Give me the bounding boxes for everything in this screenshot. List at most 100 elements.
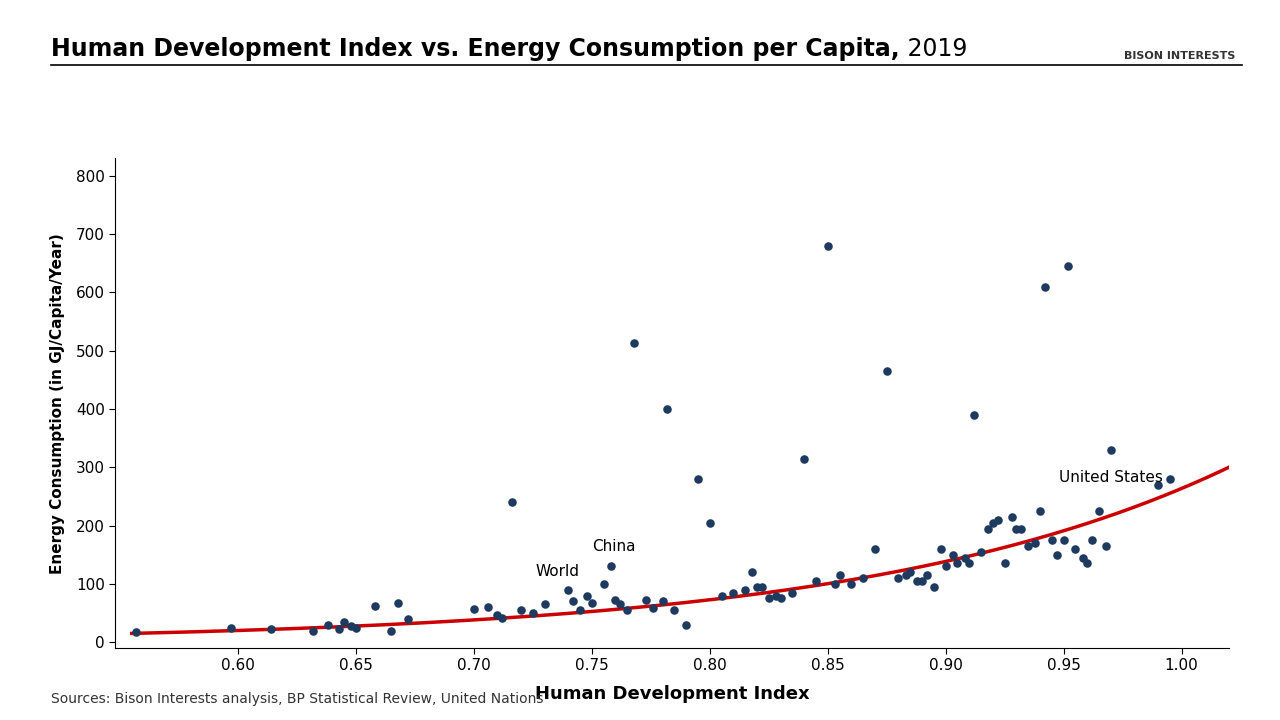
Point	[931, 543, 951, 554]
Point	[877, 365, 897, 377]
Point	[1042, 534, 1062, 546]
Point	[1073, 552, 1093, 564]
Point	[388, 597, 408, 608]
Point	[782, 587, 803, 598]
Point	[794, 453, 814, 464]
Point	[1001, 511, 1021, 523]
Point	[477, 601, 498, 613]
Point	[687, 473, 708, 485]
Point	[824, 578, 845, 590]
Point	[365, 600, 385, 612]
Point	[558, 584, 579, 595]
Point	[609, 598, 630, 610]
Point	[983, 517, 1004, 528]
Point	[1096, 540, 1116, 552]
Text: BISON INTERESTS: BISON INTERESTS	[1124, 51, 1235, 61]
Point	[995, 558, 1015, 570]
Point	[1160, 473, 1180, 485]
Point	[334, 616, 355, 628]
Point	[346, 622, 366, 634]
Point	[955, 552, 975, 564]
Point	[329, 624, 349, 635]
Point	[735, 584, 755, 595]
Point	[220, 622, 241, 634]
Point	[398, 613, 419, 625]
Point	[865, 543, 886, 554]
Point	[605, 594, 626, 606]
Point	[900, 567, 920, 578]
Point	[581, 598, 602, 609]
Point	[987, 514, 1007, 526]
Point	[636, 594, 657, 606]
Point	[911, 575, 932, 587]
Point	[303, 625, 324, 636]
Point	[1018, 540, 1038, 552]
Point	[317, 619, 338, 631]
Point	[1006, 523, 1027, 534]
Point	[1059, 261, 1079, 272]
Point	[570, 604, 590, 616]
Point	[617, 604, 637, 616]
Point	[261, 624, 282, 635]
Point	[888, 572, 909, 584]
Point	[653, 595, 673, 607]
Point	[936, 561, 956, 572]
Point	[924, 581, 945, 593]
Point	[908, 575, 928, 587]
Point	[1148, 479, 1169, 490]
Point	[805, 575, 826, 587]
Point	[657, 403, 677, 415]
Point	[1053, 534, 1074, 546]
Point	[712, 590, 732, 601]
Point	[1034, 281, 1055, 292]
Point	[1065, 543, 1085, 554]
Point	[841, 578, 861, 590]
Text: China: China	[591, 539, 635, 554]
Point	[1101, 444, 1121, 456]
Point	[492, 612, 512, 624]
Point	[829, 570, 850, 581]
Point	[511, 604, 531, 616]
Point	[723, 587, 744, 598]
Point	[463, 603, 484, 615]
Text: 2019: 2019	[900, 37, 968, 61]
Point	[488, 609, 508, 621]
Point	[771, 593, 791, 604]
Text: United States: United States	[1059, 469, 1162, 485]
Point	[916, 570, 937, 581]
Point	[1046, 549, 1066, 560]
Point	[563, 595, 584, 607]
Point	[1089, 505, 1110, 517]
Point	[502, 497, 522, 508]
Point	[594, 578, 614, 590]
Point	[742, 567, 763, 578]
Point	[577, 590, 598, 601]
Point	[947, 558, 968, 570]
Y-axis label: Energy Consumption (in GJ/Capita/Year): Energy Consumption (in GJ/Capita/Year)	[50, 233, 65, 574]
Point	[699, 517, 719, 528]
Point	[340, 620, 361, 631]
Point	[127, 626, 147, 637]
Point	[852, 572, 873, 584]
Point	[818, 240, 838, 251]
Point	[600, 561, 621, 572]
X-axis label: Human Development Index: Human Development Index	[535, 685, 809, 703]
Point	[759, 593, 780, 604]
Point	[676, 619, 696, 631]
Point	[746, 581, 767, 593]
Point	[1011, 523, 1032, 534]
Point	[964, 409, 984, 420]
Point	[751, 581, 772, 593]
Point	[959, 558, 979, 570]
Point	[895, 570, 915, 581]
Text: Human Development Index vs. Energy Consumption per Capita,: Human Development Index vs. Energy Consu…	[51, 37, 900, 61]
Point	[643, 603, 663, 614]
Point	[1030, 505, 1051, 517]
Point	[1082, 534, 1102, 546]
Point	[942, 549, 963, 560]
Text: World: World	[535, 564, 579, 579]
Point	[765, 590, 786, 601]
Point	[534, 598, 554, 610]
Point	[522, 607, 543, 618]
Point	[970, 546, 991, 557]
